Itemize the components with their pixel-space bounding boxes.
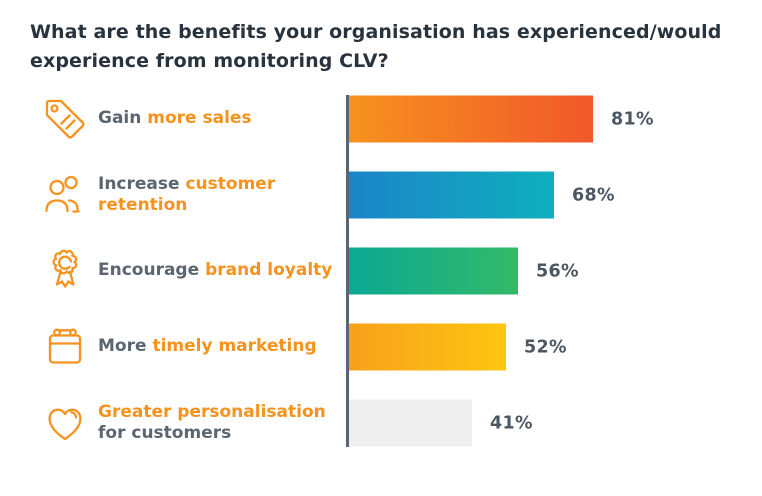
- bar-customer-retention: [349, 171, 554, 219]
- value-label: 41%: [490, 413, 533, 433]
- category-label: Encourage brand loyalty: [98, 260, 333, 281]
- award-rosette-icon: [38, 244, 92, 298]
- bar-greater-personalisation: [349, 399, 472, 447]
- customers-people-icon: [38, 168, 92, 222]
- chart-row-timely-marketing: More timely marketing 52%: [0, 309, 762, 385]
- chart-row-customer-retention: Increase customer retention 68%: [0, 157, 762, 233]
- price-tag-icon: [38, 92, 92, 146]
- chart-baseline-axis: [346, 95, 349, 447]
- calendar-icon: [38, 320, 92, 374]
- value-label: 68%: [572, 185, 615, 205]
- value-label: 52%: [524, 337, 567, 357]
- bar-brand-loyalty: [349, 247, 518, 295]
- bar-gain-more-sales: [349, 95, 593, 143]
- chart-row-greater-personalisation: Greater personalisation for customers 41%: [0, 385, 762, 461]
- value-label: 56%: [536, 261, 579, 281]
- category-label: Increase customer retention: [98, 173, 276, 215]
- bar-timely-marketing: [349, 323, 506, 371]
- chart-title: What are the benefits your organisation …: [30, 21, 722, 72]
- value-label: 81%: [611, 109, 654, 129]
- chart-row-brand-loyalty: Encourage brand loyalty 56%: [0, 233, 762, 309]
- heart-icon: [38, 396, 92, 450]
- category-label: Gain more sales: [98, 108, 252, 129]
- category-label: More timely marketing: [98, 336, 317, 357]
- category-label: Greater personalisation for customers: [98, 401, 326, 443]
- bar-chart: Gain more sales 81% Increase customer re…: [0, 81, 762, 461]
- clv-benefits-infographic: What are the benefits your organisation …: [0, 18, 762, 496]
- chart-row-gain-more-sales: Gain more sales 81%: [0, 81, 762, 157]
